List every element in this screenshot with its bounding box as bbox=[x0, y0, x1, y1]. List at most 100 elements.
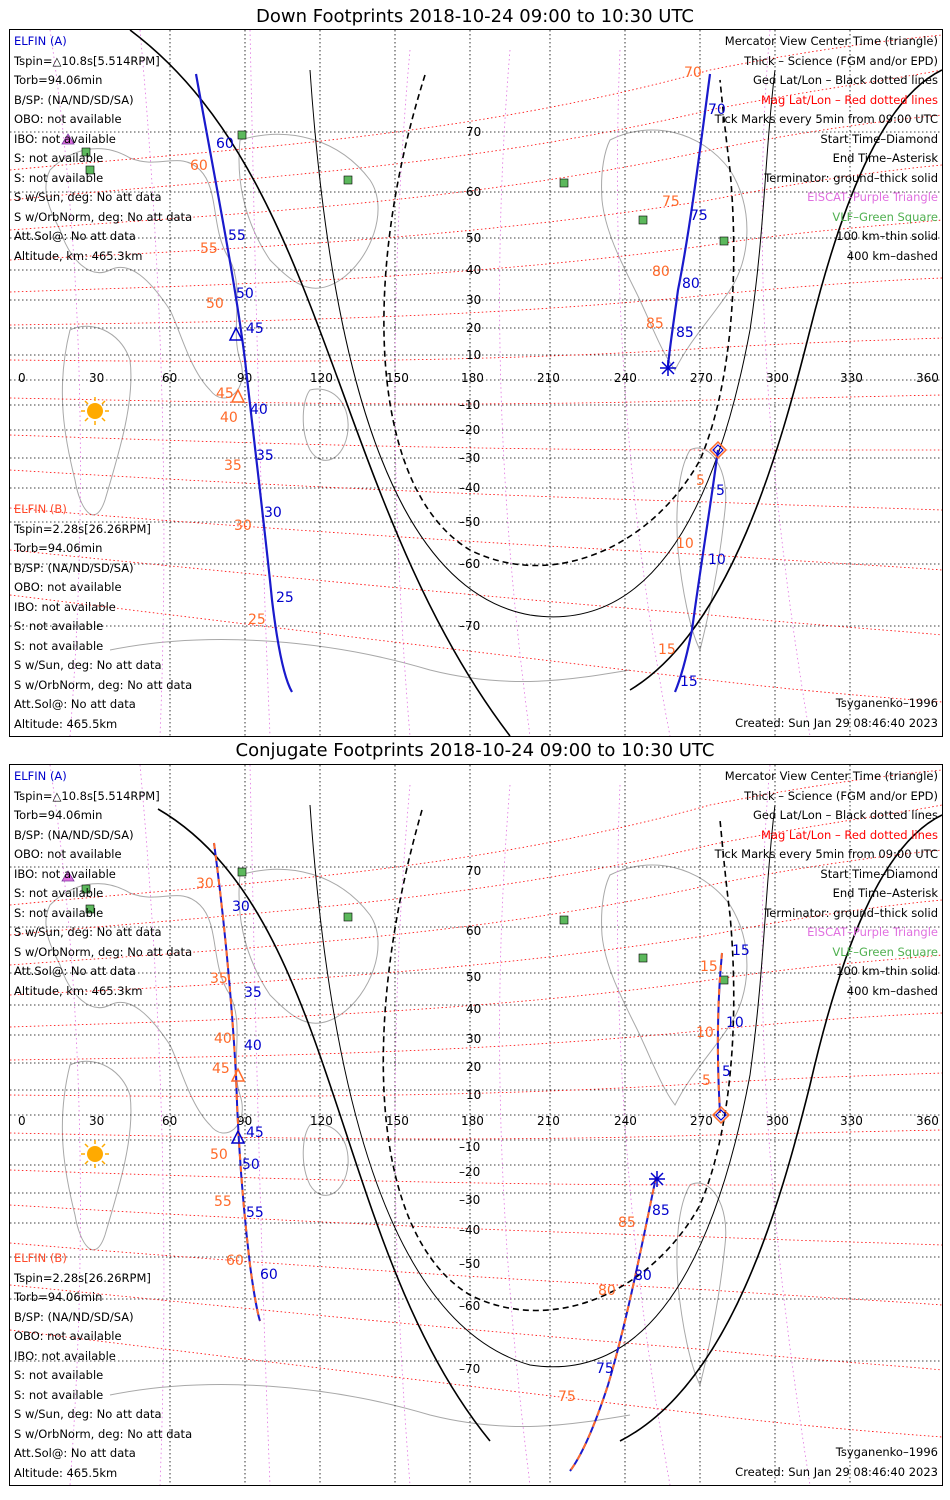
map-label: –60 bbox=[459, 557, 480, 571]
map-label: 150 bbox=[386, 1114, 409, 1128]
down-footprints-panel: 0 30 60 90 120 150 180 210 240 270 300 3… bbox=[9, 29, 943, 737]
asterisk-marker-icon bbox=[660, 360, 676, 376]
map-label: 80 bbox=[652, 264, 670, 280]
map-label: 10 bbox=[696, 1025, 714, 1041]
map-label: 45 bbox=[246, 321, 264, 337]
page-title: Down Footprints 2018‐10‐24 09:00 to 10:3… bbox=[256, 6, 694, 27]
map-label: 10 bbox=[676, 536, 694, 552]
map-label: 80 bbox=[682, 276, 700, 292]
map-label: 5 bbox=[716, 483, 725, 499]
info-line: S w/OrbNorm, deg: No att data bbox=[14, 677, 193, 692]
trace-a-blue-labels: 60 55 50 45 40 35 30 25 bbox=[216, 136, 294, 606]
vlf-square-icon bbox=[237, 867, 247, 877]
elfin-b-trace-north bbox=[666, 73, 712, 367]
map-label: 40 bbox=[466, 263, 481, 277]
map-label: 75 bbox=[690, 208, 708, 224]
map-label: 40 bbox=[220, 410, 238, 426]
vlf-square-icon bbox=[85, 904, 95, 914]
map-label: 85 bbox=[676, 325, 694, 341]
map-label: –40 bbox=[459, 1223, 480, 1237]
map-label: 10 bbox=[708, 552, 726, 568]
mlt-meridians bbox=[49, 30, 811, 736]
map-label: 10 bbox=[466, 348, 481, 362]
map-label: –10 bbox=[459, 398, 480, 412]
info-line: S w/OrbNorm, deg: No att data bbox=[14, 1426, 193, 1441]
map-label: –70 bbox=[459, 619, 480, 633]
info-line: S: not available bbox=[14, 619, 104, 633]
elfin-b-label: ELFIN (B) bbox=[14, 502, 67, 516]
legend-line: 100 km–thin solid bbox=[836, 229, 938, 243]
map-label: 210 bbox=[537, 1114, 560, 1128]
map-label: 60 bbox=[190, 158, 208, 174]
page-title: Conjugate Footprints 2018‐10‐24 09:00 to… bbox=[235, 740, 715, 761]
map-label: 75 bbox=[596, 1361, 614, 1377]
map-label: 10 bbox=[466, 1088, 481, 1102]
map-label: 55 bbox=[214, 1194, 232, 1210]
legend-line: Geo Lat/Lon – Black dotted lines bbox=[752, 808, 938, 822]
map-label: 30 bbox=[196, 876, 214, 892]
info-line: Tspin=△10.8s[5.514RPM] bbox=[14, 788, 160, 803]
info-line: OBO: not available bbox=[14, 1329, 122, 1343]
eiscat-triangle-icon bbox=[61, 133, 75, 145]
model-label: Tsyganenko–1996 bbox=[835, 696, 938, 710]
elfin-b-label: ELFIN (B) bbox=[14, 1251, 67, 1265]
map-label: 5 bbox=[696, 473, 705, 489]
map-label: 60 bbox=[466, 924, 481, 938]
terminator-400km bbox=[382, 809, 735, 1312]
map-label: 70 bbox=[466, 864, 481, 878]
map-label: –20 bbox=[459, 1165, 480, 1179]
info-line: Altitude: 465.5km bbox=[14, 716, 118, 731]
legend-line: Start Time–Diamond bbox=[820, 131, 938, 146]
info-line: OBO: not available bbox=[14, 580, 122, 594]
info-line: B/SP: (NA/ND/SD/SA) bbox=[14, 1309, 134, 1324]
map-label: 50 bbox=[210, 1147, 228, 1163]
map-label: 30 bbox=[234, 518, 252, 534]
trace-b-red-labels: 15 10 5 85 80 75 bbox=[558, 959, 718, 1405]
lat-labels: 70 60 50 40 30 20 10 –10 –20 –30 –40 –50… bbox=[459, 864, 481, 1376]
elfin-b-info: ELFIN (B) Tspin=2.28s[26.26RPM] Torb=94.… bbox=[14, 500, 192, 734]
terminator-100km bbox=[309, 804, 776, 1368]
map-label: 15 bbox=[680, 674, 698, 690]
map-label: 15 bbox=[658, 642, 676, 658]
map-label: 0 bbox=[18, 1114, 26, 1128]
info-line: S w/OrbNorm, deg: No att data bbox=[14, 944, 193, 959]
asterisk-marker-icon bbox=[649, 1171, 665, 1187]
elfin-b-trace-north-overlay bbox=[716, 952, 723, 1114]
info-line: B/SP: (NA/ND/SD/SA) bbox=[14, 827, 134, 842]
info-line: Att.Sol@: No att data bbox=[14, 1446, 136, 1460]
map-label: 40 bbox=[466, 1002, 481, 1016]
map-label: 80 bbox=[598, 1283, 616, 1299]
map-label: 70 bbox=[684, 65, 702, 81]
info-line: Tspin=2.28s[26.26RPM] bbox=[14, 1270, 151, 1285]
map-label: 60 bbox=[162, 371, 177, 385]
legend-line: EISCAT–Purple Triangle bbox=[807, 190, 938, 204]
info-line: S: not available bbox=[14, 638, 104, 653]
map-label: 85 bbox=[618, 1215, 636, 1231]
map-label: 210 bbox=[537, 371, 560, 385]
triangle-marker-icon bbox=[230, 1129, 246, 1144]
legend: Mercator View Center Time (triangle) Thi… bbox=[715, 767, 938, 1001]
triangle-marker-icon bbox=[230, 388, 246, 403]
trace-a-red-labels: 30 35 40 45 50 55 60 bbox=[196, 876, 244, 1269]
info-line: Att.Sol@: No att data bbox=[14, 964, 136, 978]
map-label: 55 bbox=[228, 228, 246, 244]
info-line: IBO: not available bbox=[14, 131, 116, 146]
legend-line: Mercator View Center Time (triangle) bbox=[724, 769, 938, 783]
info-line: Tspin=2.28s[26.26RPM] bbox=[14, 521, 151, 536]
elfin-a-trace bbox=[194, 73, 293, 693]
map-label: 50 bbox=[206, 296, 224, 312]
map-label: 240 bbox=[614, 371, 637, 385]
map-label: 60 bbox=[216, 136, 234, 152]
mag-grid bbox=[10, 769, 942, 1438]
legend-line: Mag Lat/Lon – Red dotted lines bbox=[761, 92, 938, 107]
map-label: 50 bbox=[242, 1157, 260, 1173]
vlf-squares bbox=[81, 867, 729, 985]
map-label: 60 bbox=[162, 1114, 177, 1128]
info-line: Altitude: 465.5km bbox=[14, 1465, 118, 1480]
lon-labels: 0 30 60 90 120 150 180 210 240 270 300 3… bbox=[18, 371, 939, 385]
map-label: 25 bbox=[248, 612, 266, 628]
info-line: Att.Sol@: No att data bbox=[14, 697, 136, 711]
map-label: 360 bbox=[916, 371, 939, 385]
legend-line: 100 km–thin solid bbox=[836, 964, 938, 978]
map-label: –50 bbox=[459, 1257, 480, 1271]
